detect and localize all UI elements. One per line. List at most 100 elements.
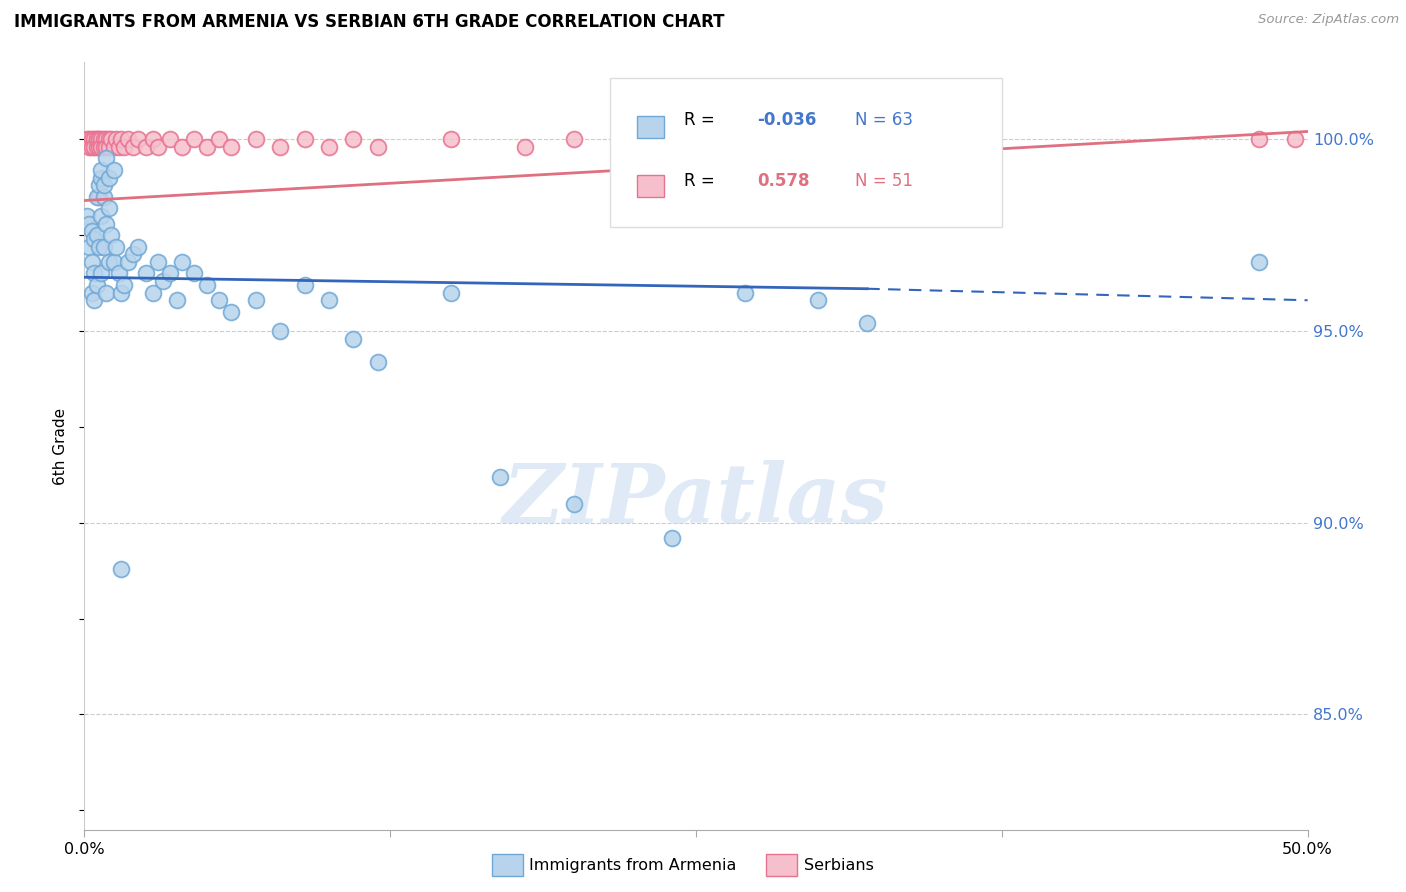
Point — [86, 277, 108, 292]
Point — [342, 332, 364, 346]
Point — [807, 293, 830, 308]
Point — [110, 132, 132, 146]
Point — [77, 239, 100, 253]
Point — [105, 132, 128, 146]
Point — [127, 239, 149, 253]
Point — [807, 132, 830, 146]
Point — [96, 140, 118, 154]
Point — [269, 324, 291, 338]
Point — [183, 266, 205, 280]
Point — [513, 140, 536, 154]
Point — [122, 140, 145, 154]
Point — [318, 140, 340, 154]
Point — [110, 285, 132, 300]
Point — [76, 209, 98, 223]
Point — [103, 162, 125, 177]
Point — [127, 132, 149, 146]
Point — [1247, 255, 1270, 269]
Point — [142, 132, 165, 146]
Point — [86, 189, 108, 203]
Point — [107, 140, 129, 154]
FancyBboxPatch shape — [637, 116, 664, 137]
Point — [146, 255, 169, 269]
Point — [80, 224, 103, 238]
Point — [107, 266, 129, 280]
Point — [440, 132, 463, 146]
Point — [100, 132, 122, 146]
Point — [318, 293, 340, 308]
Text: Source: ZipAtlas.com: Source: ZipAtlas.com — [1258, 13, 1399, 27]
Point — [562, 132, 585, 146]
Point — [117, 255, 139, 269]
Text: N = 51: N = 51 — [855, 172, 912, 190]
Point — [489, 469, 512, 483]
Point — [97, 170, 120, 185]
Point — [172, 255, 194, 269]
Point — [110, 562, 132, 576]
Point — [269, 140, 291, 154]
Point — [86, 140, 108, 154]
Point — [195, 277, 218, 292]
Point — [135, 140, 157, 154]
Point — [166, 293, 188, 308]
Point — [105, 239, 128, 253]
Point — [1284, 132, 1306, 146]
Point — [86, 132, 108, 146]
Y-axis label: 6th Grade: 6th Grade — [53, 408, 69, 484]
Point — [90, 209, 112, 223]
Point — [734, 285, 756, 300]
Point — [87, 239, 110, 253]
Point — [142, 285, 165, 300]
Point — [146, 140, 169, 154]
Point — [159, 132, 181, 146]
Point — [77, 132, 100, 146]
Point — [93, 239, 115, 253]
Point — [112, 140, 135, 154]
Point — [83, 140, 105, 154]
Point — [90, 170, 112, 185]
Point — [80, 140, 103, 154]
Point — [80, 255, 103, 269]
Point — [159, 266, 181, 280]
Point — [562, 496, 585, 510]
Text: Immigrants from Armenia: Immigrants from Armenia — [529, 858, 735, 872]
Point — [103, 140, 125, 154]
Point — [83, 232, 105, 246]
Point — [87, 140, 110, 154]
Point — [195, 140, 218, 154]
Point — [77, 217, 100, 231]
Point — [87, 132, 110, 146]
Point — [90, 132, 112, 146]
Point — [90, 266, 112, 280]
Point — [440, 285, 463, 300]
Point — [294, 132, 316, 146]
Point — [172, 140, 194, 154]
Text: -0.036: -0.036 — [758, 111, 817, 129]
Point — [219, 304, 242, 318]
Text: N = 63: N = 63 — [855, 111, 912, 129]
Point — [208, 293, 231, 308]
Point — [83, 132, 105, 146]
Point — [86, 132, 108, 146]
Point — [208, 132, 231, 146]
Point — [96, 132, 118, 146]
Text: IMMIGRANTS FROM ARMENIA VS SERBIAN 6TH GRADE CORRELATION CHART: IMMIGRANTS FROM ARMENIA VS SERBIAN 6TH G… — [14, 13, 724, 31]
Point — [245, 293, 267, 308]
Point — [112, 277, 135, 292]
Point — [80, 285, 103, 300]
Point — [367, 140, 389, 154]
Point — [83, 293, 105, 308]
Point — [183, 132, 205, 146]
Point — [93, 132, 115, 146]
Point — [661, 531, 683, 545]
Point — [122, 247, 145, 261]
Text: 0.578: 0.578 — [758, 172, 810, 190]
Point — [103, 255, 125, 269]
Point — [856, 316, 879, 330]
Point — [97, 132, 120, 146]
Point — [294, 277, 316, 292]
Point — [245, 132, 267, 146]
Point — [77, 140, 100, 154]
Point — [97, 255, 120, 269]
Point — [97, 201, 120, 215]
